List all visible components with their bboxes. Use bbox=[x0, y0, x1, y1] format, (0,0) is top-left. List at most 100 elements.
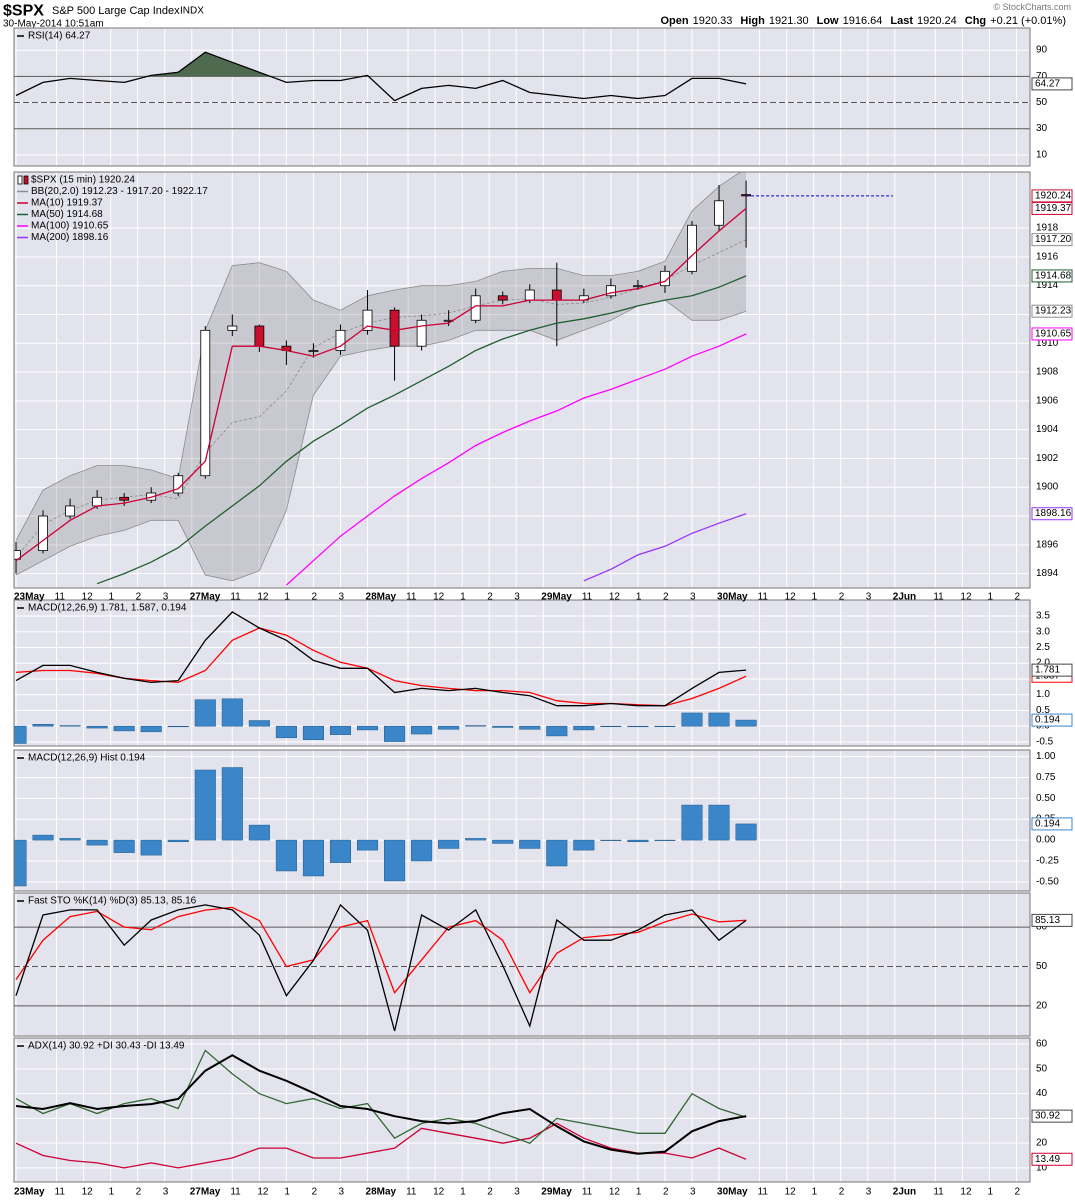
histogram-bar bbox=[465, 725, 487, 727]
y-tick-label: 30 bbox=[1036, 123, 1048, 134]
histogram-bar bbox=[194, 699, 216, 727]
panel-border bbox=[13, 892, 1031, 1037]
legend-swatch bbox=[23, 175, 29, 185]
x-tick-label: 1 bbox=[987, 1187, 993, 1198]
y-tick-label: 1916 bbox=[1036, 251, 1059, 262]
histogram-bar bbox=[140, 839, 162, 856]
histogram-bar bbox=[248, 720, 270, 727]
x-tick-label: 12 bbox=[609, 592, 621, 603]
series-line bbox=[285, 333, 747, 586]
histogram-bar bbox=[14, 725, 27, 744]
x-tick-label: 1 bbox=[460, 1187, 466, 1198]
histogram-bar bbox=[302, 725, 324, 740]
panel-background bbox=[14, 893, 1030, 1036]
histogram-bar bbox=[735, 823, 757, 841]
quote-label: Last bbox=[890, 15, 913, 27]
candle-body bbox=[497, 295, 508, 301]
x-tick-label: 2 bbox=[136, 592, 142, 603]
last-value-box bbox=[1031, 77, 1073, 91]
quote-value: 1921.30 bbox=[769, 15, 809, 27]
y-tick-label: 3.5 bbox=[1036, 611, 1050, 622]
last-value-label: 1914.68 bbox=[1035, 270, 1072, 281]
x-tick-label: 11 bbox=[933, 1187, 944, 1198]
last-value-label: 30.92 bbox=[1035, 1111, 1060, 1122]
last-value-label: 1917.20 bbox=[1035, 234, 1072, 245]
histogram-bar bbox=[86, 839, 108, 846]
histogram-bar bbox=[167, 725, 189, 728]
histogram-bar bbox=[465, 838, 487, 841]
x-tick-label: 2 bbox=[487, 592, 493, 603]
y-tick-label: 90 bbox=[1036, 45, 1048, 56]
histogram-bar bbox=[356, 725, 379, 731]
x-tick-label: 2 bbox=[487, 1187, 493, 1198]
y-tick-label: 1914 bbox=[1036, 280, 1059, 291]
overbought-area bbox=[16, 52, 747, 77]
x-tick-label: 11 bbox=[933, 592, 944, 603]
x-tick-label: 2Jun bbox=[893, 1187, 916, 1198]
y-tick-label: 20 bbox=[1036, 1138, 1048, 1149]
candle-body bbox=[633, 285, 643, 288]
histogram-bar bbox=[600, 725, 622, 727]
histogram-bar bbox=[681, 804, 703, 841]
y-tick-label: 1910 bbox=[1036, 338, 1059, 349]
quote-value: +0.21 (+0.01%) bbox=[990, 15, 1066, 27]
histogram-bar bbox=[627, 839, 649, 843]
y-tick-label: 1906 bbox=[1036, 395, 1059, 406]
candle-body bbox=[119, 496, 130, 501]
histogram-bar bbox=[600, 839, 622, 841]
panel-border bbox=[13, 171, 1031, 589]
series-line bbox=[96, 275, 747, 585]
x-tick-label: 3 bbox=[163, 1187, 169, 1198]
candle-body bbox=[389, 309, 400, 347]
candle-body bbox=[687, 224, 697, 272]
histogram-bar bbox=[86, 725, 108, 729]
y-tick-label: 1904 bbox=[1036, 424, 1059, 435]
x-tick-label: 2 bbox=[663, 1187, 669, 1198]
x-tick-label: 11 bbox=[55, 592, 66, 603]
histogram-bar bbox=[411, 725, 433, 735]
y-tick-label: 1908 bbox=[1036, 367, 1059, 378]
y-tick-label: 1.00 bbox=[1036, 751, 1056, 762]
y-tick-label: 0.75 bbox=[1036, 772, 1056, 783]
last-value-label: 0.194 bbox=[1035, 818, 1060, 829]
y-tick-label: 1918 bbox=[1036, 223, 1059, 234]
last-value-label: 13.49 bbox=[1035, 1154, 1060, 1165]
x-tick-label: 12 bbox=[960, 1187, 972, 1198]
chart-date: 30-May-2014 10:51am bbox=[3, 19, 104, 30]
histogram-bar bbox=[113, 839, 135, 853]
x-tick-label: 11 bbox=[406, 592, 417, 603]
last-value-box bbox=[1031, 507, 1073, 521]
candle-body bbox=[227, 325, 238, 331]
histogram-bar bbox=[735, 719, 757, 727]
x-tick-label: 27May bbox=[190, 1187, 221, 1198]
x-tick-label: 11 bbox=[55, 1187, 66, 1198]
x-tick-label: 28May bbox=[366, 592, 397, 603]
histogram-bar bbox=[59, 838, 81, 841]
bollinger-upper bbox=[15, 172, 742, 541]
histogram-bar bbox=[275, 725, 297, 739]
histogram-bar bbox=[194, 769, 216, 841]
x-tick-label: 2 bbox=[1014, 1187, 1020, 1198]
x-tick-label: 11 bbox=[582, 1187, 593, 1198]
last-value-label: 1919.37 bbox=[1035, 203, 1072, 214]
histogram-bar bbox=[32, 724, 54, 727]
candle-body bbox=[416, 319, 427, 347]
y-tick-label: 10 bbox=[1036, 149, 1048, 160]
candle-body bbox=[551, 289, 562, 301]
x-tick-label: 3 bbox=[514, 1187, 520, 1198]
last-value-box bbox=[1031, 817, 1073, 831]
last-value-box bbox=[1031, 327, 1073, 341]
x-tick-label: 1 bbox=[812, 1187, 818, 1198]
x-tick-label: 12 bbox=[433, 1187, 445, 1198]
legend-entry: $SPX (15 min) 1920.24 bbox=[31, 175, 135, 186]
y-tick-label: 40 bbox=[1036, 1088, 1048, 1099]
series-line bbox=[15, 611, 747, 707]
panel-title: Fast STO %K(14) %D(3) 85.13, 85.16 bbox=[28, 896, 197, 907]
y-tick-label: 80 bbox=[1036, 922, 1048, 933]
x-tick-label: 30May bbox=[717, 592, 748, 603]
x-tick-label: 12 bbox=[609, 1187, 621, 1198]
last-value-label: 1920.24 bbox=[1035, 190, 1072, 201]
histogram-bar bbox=[32, 834, 54, 841]
x-tick-label: 1 bbox=[987, 592, 993, 603]
histogram-bar bbox=[627, 725, 649, 728]
